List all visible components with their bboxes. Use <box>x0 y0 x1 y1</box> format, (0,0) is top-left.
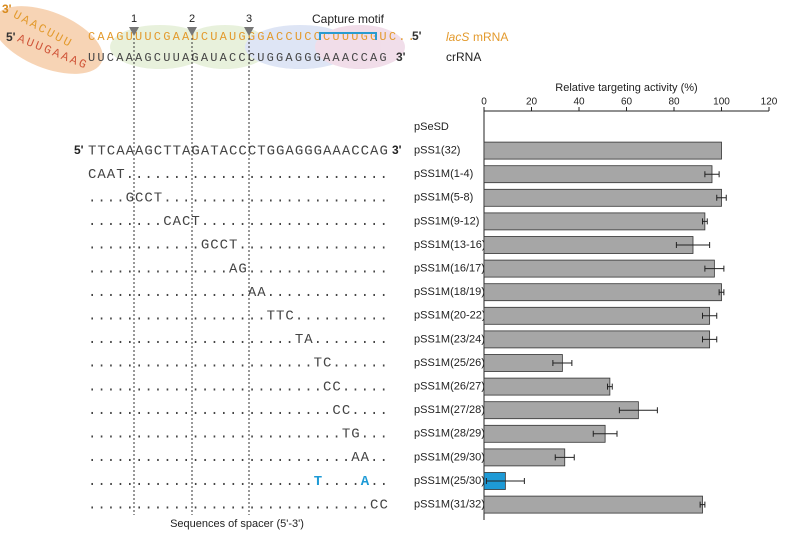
spacer-row: ........CACT.................... <box>88 214 389 230</box>
bar <box>483 354 563 372</box>
error-bar <box>675 242 711 248</box>
bar <box>483 259 715 278</box>
x-tick-label: 20 <box>526 97 538 108</box>
x-tick-label: 80 <box>668 97 680 108</box>
category-label: pSS1M(29/30) <box>414 451 485 463</box>
spacer-row: ........................T....A.. <box>88 474 389 490</box>
crrna-label: crRNA <box>446 50 481 64</box>
category-label: pSS1(32) <box>414 145 460 157</box>
spacer-row: ...................TTC.......... <box>88 309 389 325</box>
capture-motif-label: Capture motif <box>312 12 385 26</box>
spacer-caption: Sequences of spacer (5'-3') <box>170 518 304 530</box>
category-label: pSS1M(5-8) <box>414 192 473 204</box>
error-bar <box>704 265 725 272</box>
error-bar <box>699 501 706 508</box>
spacer-row: ...............AG............... <box>88 261 389 277</box>
category-label: pSeSD <box>414 121 449 133</box>
error-bar <box>702 218 708 225</box>
crrna-5prime: 5' <box>6 30 16 44</box>
marker-arrow <box>129 27 139 36</box>
crrna-seq: UUCAAAGCUUAGAUACCCUGGAGGGAAACCAG <box>88 51 389 65</box>
error-bar <box>554 454 575 461</box>
x-tick-label: 0 <box>481 97 487 108</box>
spacer-row: ............................AA.. <box>88 450 389 466</box>
category-label: pSS1M(9-12) <box>414 215 479 227</box>
marker-arrow <box>187 27 197 36</box>
spacer-row: ..........................CC.... <box>88 403 389 419</box>
bar <box>483 401 639 420</box>
category-label: pSS1M(13-16) <box>414 239 486 251</box>
spacer-row: ............GCCT................ <box>88 238 389 254</box>
spacer-row: ..............................CC <box>88 497 389 513</box>
category-label: pSS1M(31/32) <box>414 499 485 511</box>
category-label: pSS1M(20-22) <box>414 310 486 322</box>
spacer-row: .........................CC..... <box>88 379 389 395</box>
bar <box>483 495 703 514</box>
spacer-row: ....GCCT........................ <box>88 191 389 207</box>
bar <box>483 212 706 231</box>
spacer-row: ........................TC...... <box>88 356 389 372</box>
capture-bracket <box>319 32 377 40</box>
mrna-label: mRNA <box>473 30 508 44</box>
x-axis-label: Relative targeting activity (%) <box>555 82 697 94</box>
error-bar <box>716 194 727 201</box>
bar <box>483 141 722 160</box>
marker-arrow <box>244 27 254 36</box>
category-label: pSS1M(28/29) <box>414 428 485 440</box>
bar <box>483 377 611 396</box>
bar <box>483 165 713 184</box>
marker-label: 1 <box>131 13 137 25</box>
marker-label: 3 <box>246 13 252 25</box>
error-bar <box>485 478 525 484</box>
x-tick-label: 120 <box>761 97 778 108</box>
x-tick-label: 60 <box>621 97 633 108</box>
bar <box>483 306 711 325</box>
mrna-label-italic: lacS <box>446 30 469 44</box>
error-bar <box>592 430 618 437</box>
bar <box>483 236 694 254</box>
x-tick-label: 40 <box>573 97 585 108</box>
error-bar <box>618 407 658 414</box>
bar <box>483 448 566 467</box>
interaction-blobs <box>0 6 405 74</box>
bar <box>483 283 722 302</box>
category-label: pSS1M(1-4) <box>414 168 473 180</box>
spacer-row: CAAT............................ <box>88 167 389 183</box>
reference-5prime: 5' <box>74 143 84 157</box>
error-bar <box>702 336 718 343</box>
category-label: pSS1M(25/26) <box>414 357 485 369</box>
marker-label: 2 <box>189 13 195 25</box>
spacer-row: ......................TA........ <box>88 332 389 348</box>
category-label: pSS1M(25/30) <box>414 475 485 487</box>
error-bar <box>702 312 718 319</box>
spacer-row: .................AA............. <box>88 285 389 301</box>
spacer-row: ...........................TG... <box>88 427 389 443</box>
mrna-3prime: 3' <box>2 2 12 16</box>
error-bar <box>704 171 720 178</box>
reference-seq: TTCAAAGCTTAGATACCCTGGAGGGAAACCAG <box>88 143 389 159</box>
category-label: pSS1M(27/28) <box>414 404 485 416</box>
bar <box>483 330 711 349</box>
error-bar <box>552 360 573 366</box>
x-tick-label: 100 <box>713 97 730 108</box>
category-label: pSS1M(18/19) <box>414 286 485 298</box>
mrna-5prime: 5' <box>412 29 422 43</box>
category-label: pSS1M(23/24) <box>414 333 485 345</box>
error-bar <box>607 383 613 390</box>
category-label: pSS1M(26/27) <box>414 381 485 393</box>
category-label: pSS1M(16/17) <box>414 263 485 275</box>
bar <box>483 424 606 443</box>
reference-3prime: 3' <box>392 143 402 157</box>
crrna-3prime: 3' <box>396 50 406 64</box>
error-bar <box>718 289 725 296</box>
bar <box>483 188 722 207</box>
